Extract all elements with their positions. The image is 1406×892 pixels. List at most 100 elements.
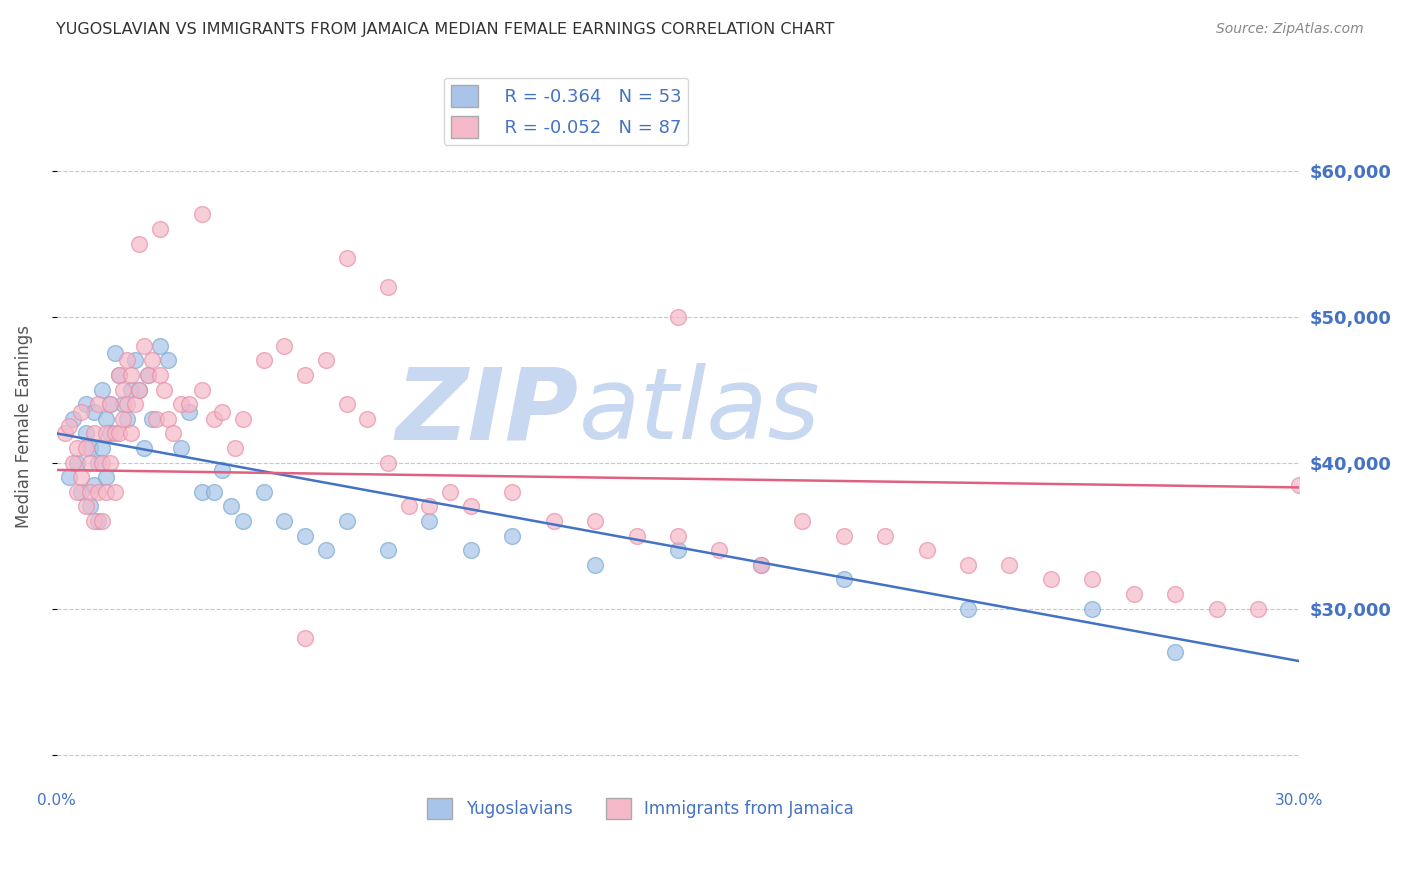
Point	[832, 528, 855, 542]
Point	[83, 426, 105, 441]
Point	[832, 573, 855, 587]
Point	[132, 441, 155, 455]
Point	[1247, 601, 1270, 615]
Point	[91, 383, 114, 397]
Point	[87, 514, 110, 528]
Point	[190, 207, 212, 221]
Point	[956, 558, 979, 572]
Point	[75, 441, 97, 455]
Point	[79, 456, 101, 470]
Point	[792, 514, 814, 528]
Point	[583, 514, 606, 528]
Point	[79, 500, 101, 514]
Text: atlas: atlas	[579, 363, 820, 460]
Point	[336, 252, 359, 266]
Point	[149, 339, 172, 353]
Point	[294, 528, 316, 542]
Point	[190, 383, 212, 397]
Point	[1164, 645, 1187, 659]
Legend: Yugoslavians, Immigrants from Jamaica: Yugoslavians, Immigrants from Jamaica	[420, 792, 860, 825]
Point	[128, 383, 150, 397]
Point	[253, 353, 276, 368]
Point	[211, 463, 233, 477]
Point	[115, 353, 138, 368]
Point	[136, 368, 159, 382]
Point	[153, 383, 176, 397]
Point	[356, 412, 378, 426]
Point	[273, 514, 295, 528]
Point	[120, 368, 142, 382]
Point	[83, 514, 105, 528]
Point	[145, 412, 167, 426]
Point	[232, 412, 254, 426]
Point	[1164, 587, 1187, 601]
Point	[120, 426, 142, 441]
Point	[115, 412, 138, 426]
Point	[749, 558, 772, 572]
Point	[128, 383, 150, 397]
Point	[294, 631, 316, 645]
Point	[136, 368, 159, 382]
Point	[170, 397, 193, 411]
Point	[875, 528, 897, 542]
Point	[62, 456, 84, 470]
Point	[315, 543, 337, 558]
Point	[70, 470, 93, 484]
Point	[104, 346, 127, 360]
Point	[439, 484, 461, 499]
Point	[1081, 573, 1104, 587]
Point	[66, 441, 89, 455]
Point	[232, 514, 254, 528]
Point	[132, 339, 155, 353]
Point	[666, 528, 689, 542]
Point	[70, 484, 93, 499]
Point	[120, 383, 142, 397]
Point	[96, 426, 118, 441]
Point	[104, 426, 127, 441]
Point	[149, 368, 172, 382]
Point	[418, 500, 440, 514]
Point	[273, 339, 295, 353]
Point	[501, 484, 523, 499]
Point	[224, 441, 246, 455]
Point	[377, 456, 399, 470]
Point	[149, 222, 172, 236]
Point	[58, 419, 80, 434]
Point	[915, 543, 938, 558]
Point	[202, 412, 225, 426]
Point	[75, 397, 97, 411]
Point	[124, 397, 146, 411]
Point	[62, 412, 84, 426]
Point	[104, 484, 127, 499]
Point	[583, 558, 606, 572]
Point	[124, 353, 146, 368]
Point	[87, 456, 110, 470]
Point	[107, 426, 129, 441]
Text: Source: ZipAtlas.com: Source: ZipAtlas.com	[1216, 22, 1364, 37]
Point	[66, 456, 89, 470]
Point	[157, 353, 180, 368]
Point	[91, 441, 114, 455]
Point	[75, 500, 97, 514]
Point	[128, 236, 150, 251]
Point	[1205, 601, 1227, 615]
Point	[96, 484, 118, 499]
Point	[141, 412, 163, 426]
Point	[666, 310, 689, 324]
Point	[460, 543, 482, 558]
Point	[91, 456, 114, 470]
Point	[75, 426, 97, 441]
Point	[377, 280, 399, 294]
Point	[111, 383, 134, 397]
Point	[709, 543, 731, 558]
Point	[107, 368, 129, 382]
Text: ZIP: ZIP	[395, 363, 579, 460]
Point	[100, 397, 122, 411]
Point	[91, 514, 114, 528]
Point	[315, 353, 337, 368]
Point	[96, 470, 118, 484]
Point	[100, 397, 122, 411]
Point	[543, 514, 565, 528]
Point	[460, 500, 482, 514]
Point	[749, 558, 772, 572]
